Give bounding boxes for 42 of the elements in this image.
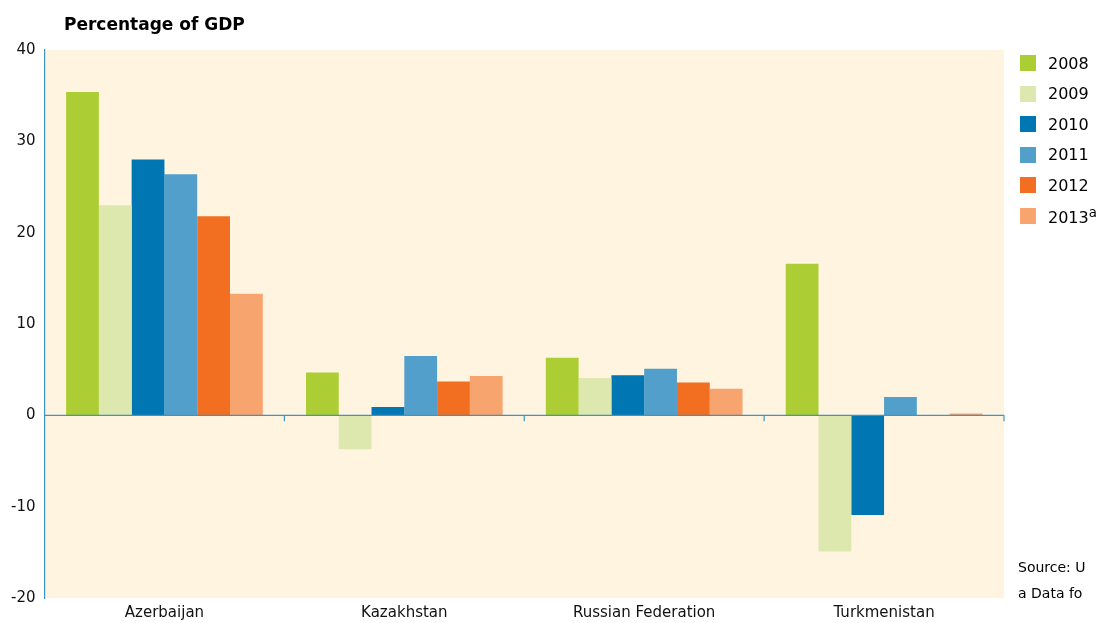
bar	[338, 415, 372, 450]
text: a Data fo	[1018, 584, 1084, 603]
bar	[676, 382, 710, 416]
legend-label: 2010	[1048, 114, 1089, 134]
legend-label: 2008	[1048, 53, 1089, 73]
bar	[305, 372, 339, 416]
bar	[66, 92, 99, 416]
bar	[611, 375, 645, 416]
legend-label: 2012	[1048, 175, 1089, 195]
bar	[644, 368, 677, 416]
bar	[884, 397, 917, 416]
legend-label: 2009	[1048, 84, 1089, 104]
x-tick-label: Turkmenistan	[832, 602, 935, 621]
bar	[404, 355, 438, 416]
bar	[437, 381, 470, 416]
bar	[851, 415, 885, 515]
bar	[469, 376, 503, 416]
bar	[371, 407, 405, 416]
y-tick-label: -10	[11, 496, 36, 515]
bar	[578, 377, 612, 416]
bar	[818, 415, 852, 552]
bar	[197, 216, 230, 416]
bar	[98, 205, 132, 416]
x-tick-label: Russian Federation	[572, 602, 716, 621]
bar	[230, 293, 263, 416]
y-tick-label: 10	[16, 313, 36, 332]
bar	[131, 159, 165, 416]
bar	[545, 357, 579, 416]
x-tick-label: Kazakhstan	[361, 602, 448, 621]
bar	[164, 174, 198, 416]
y-tick-label: 20	[16, 222, 36, 241]
bar	[709, 388, 743, 416]
y-tick-label: -20	[11, 587, 36, 606]
x-tick-label: Azerbaijan	[124, 602, 205, 621]
y-tick-label: 0	[25, 405, 36, 424]
source-note: Source: U	[1018, 558, 1086, 577]
y-tick-label: 30	[16, 131, 36, 150]
y-tick-label: 40	[16, 39, 36, 58]
chart-title: Percentage of GDP	[64, 14, 245, 34]
legend-label: 2011	[1048, 145, 1089, 165]
bar	[785, 263, 819, 416]
legend-label: 2013$^{a}$	[1048, 204, 1097, 227]
